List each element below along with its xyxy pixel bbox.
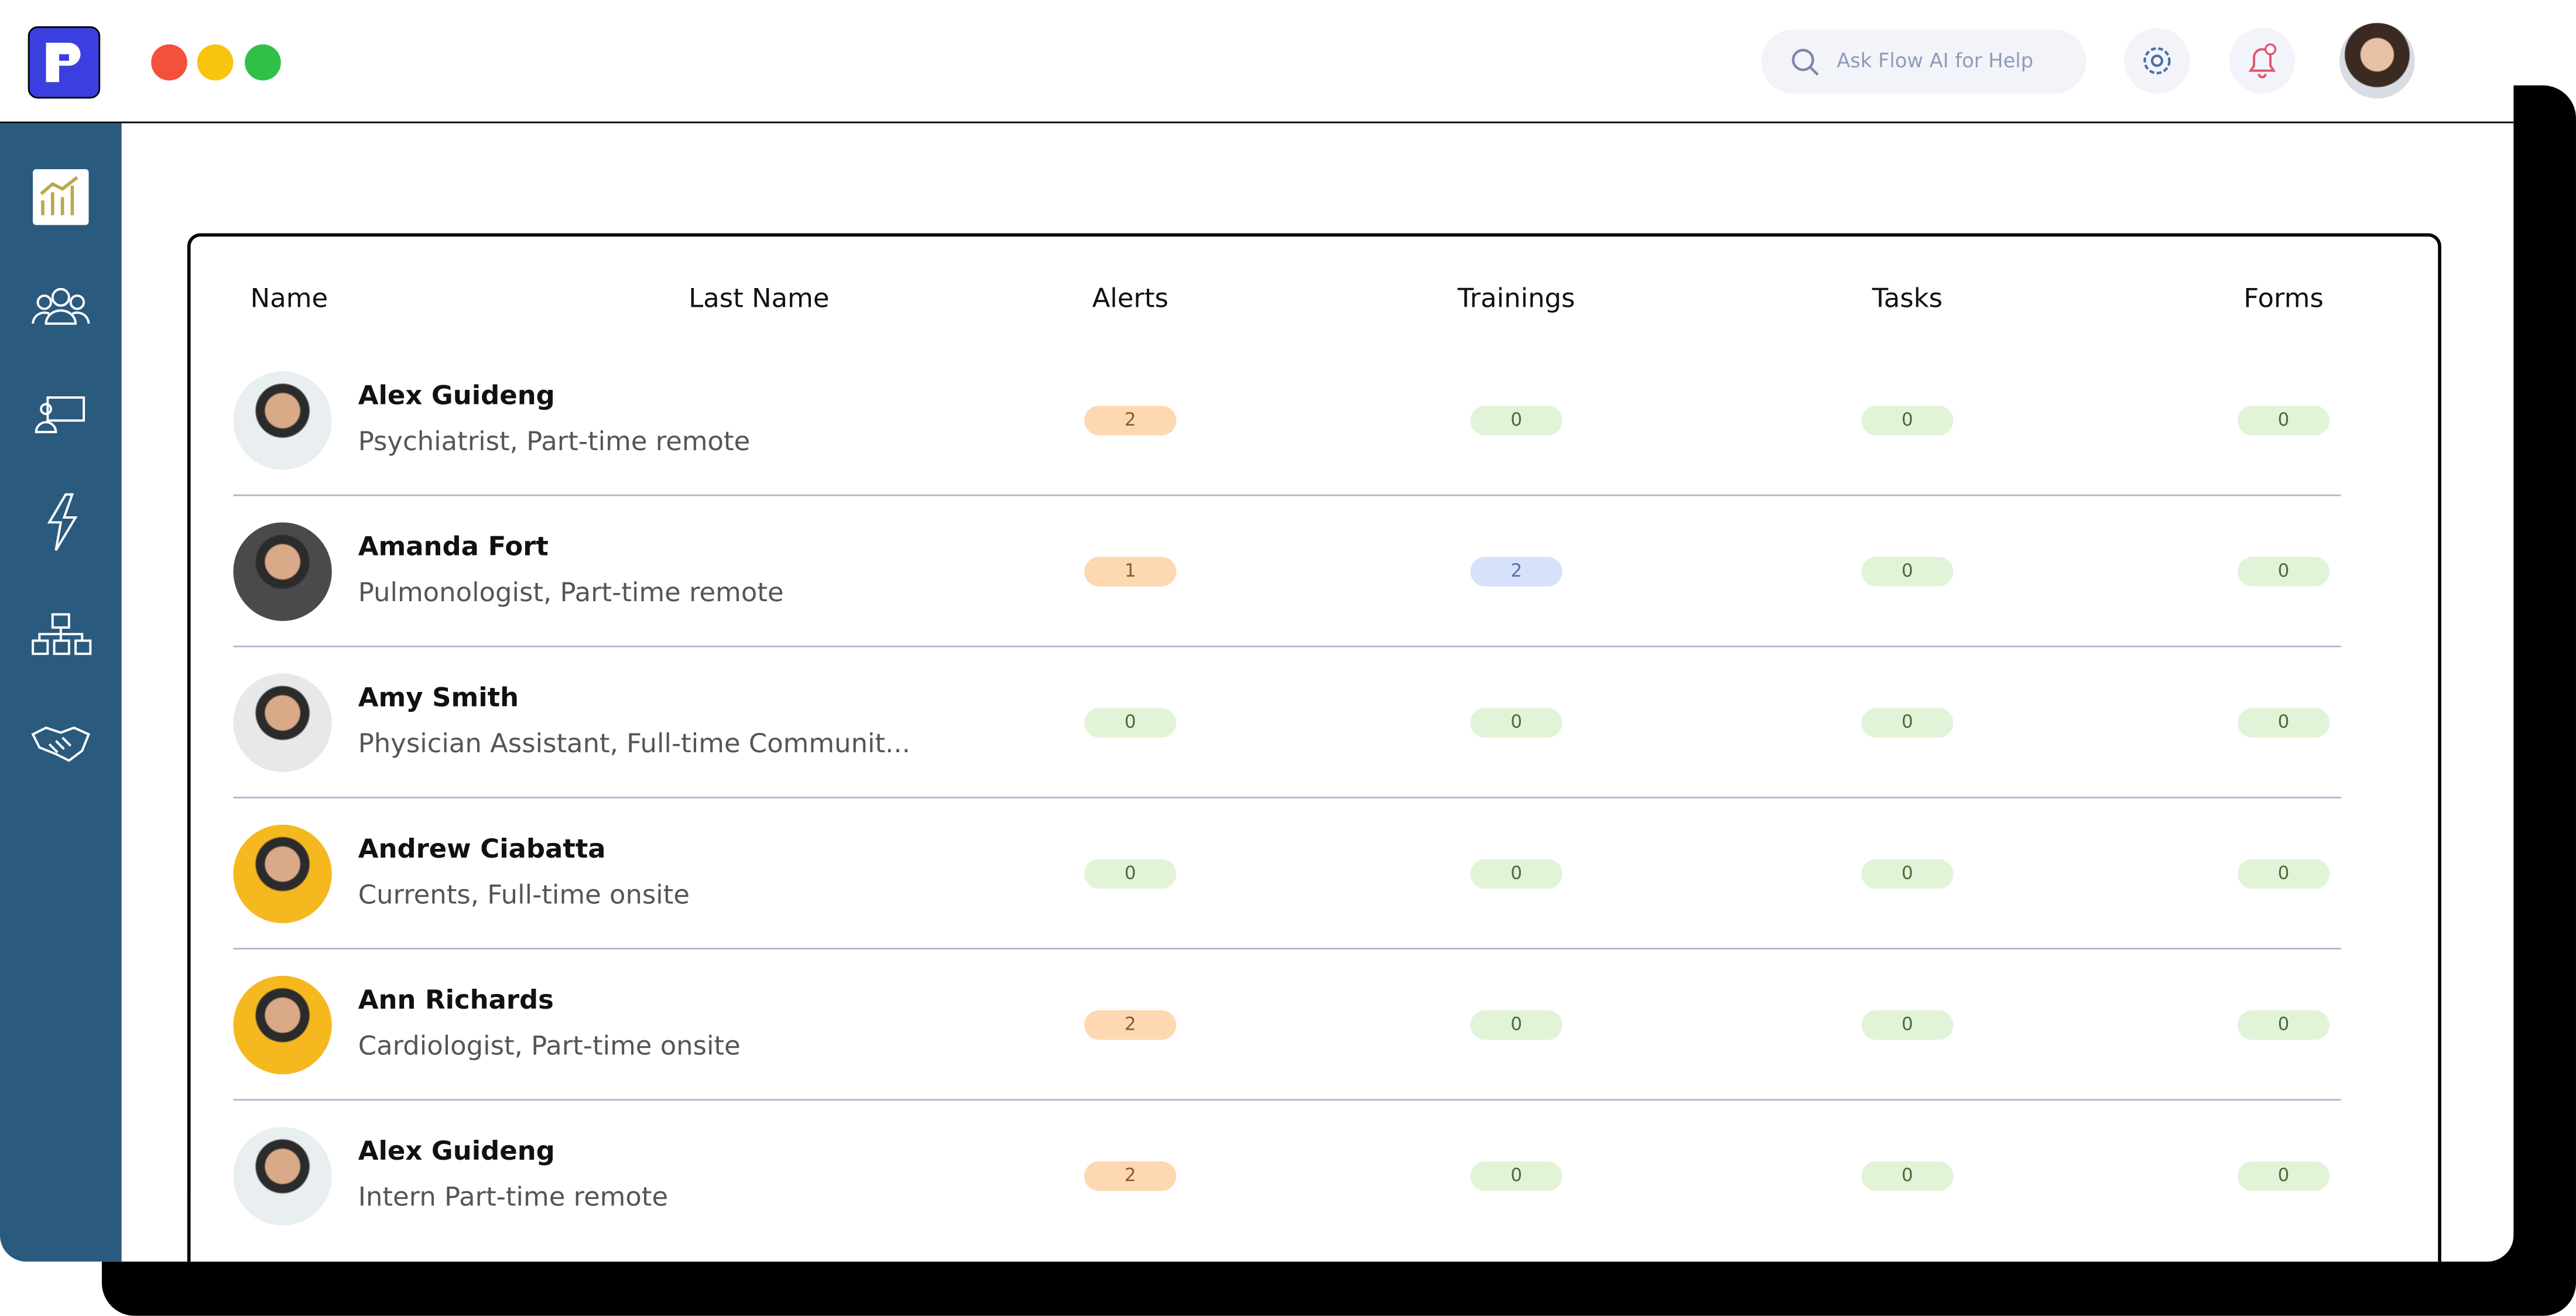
- forms-badge[interactable]: 0: [2237, 1161, 2330, 1191]
- row-divider: [233, 1099, 2341, 1101]
- trainings-badge[interactable]: 0: [1470, 406, 1563, 436]
- person-role: Intern Part-time remote: [358, 1181, 669, 1212]
- person-name[interactable]: Andrew Ciabatta: [358, 832, 606, 865]
- forms-badge[interactable]: 0: [2237, 859, 2330, 889]
- trainings-badge[interactable]: 0: [1470, 1161, 1563, 1191]
- forms-badge[interactable]: 0: [2237, 406, 2330, 436]
- person-role: Physician Assistant, Full-time Communit.…: [358, 728, 910, 759]
- nav-partners[interactable]: [31, 726, 91, 762]
- nav-org[interactable]: [32, 613, 92, 655]
- user-avatar[interactable]: [2339, 23, 2415, 99]
- column-header[interactable]: Name: [250, 282, 328, 314]
- search-placeholder: Ask Flow AI for Help: [1837, 49, 2034, 73]
- sidebar: [0, 123, 122, 1262]
- app-window: Ask Flow AI for Help: [0, 0, 2514, 1262]
- avatar: [233, 371, 332, 470]
- row-divider: [233, 948, 2341, 950]
- row-divider: [233, 796, 2341, 798]
- search-box[interactable]: Ask Flow AI for Help: [1761, 29, 2087, 94]
- gear-icon: [2143, 47, 2171, 74]
- avatar: [233, 1126, 332, 1226]
- top-bar: Ask Flow AI for Help: [0, 0, 2514, 124]
- column-header[interactable]: Trainings: [1457, 282, 1575, 314]
- tasks-badge[interactable]: 0: [1861, 708, 1954, 738]
- nav-training[interactable]: [35, 396, 85, 433]
- tasks-badge[interactable]: 0: [1861, 406, 1954, 436]
- avatar: [233, 673, 332, 772]
- person-role: Currents, Full-time onsite: [358, 879, 690, 910]
- person-role: Psychiatrist, Part-time remote: [358, 425, 751, 457]
- alerts-badge[interactable]: 0: [1084, 708, 1177, 738]
- window-maximize[interactable]: [245, 44, 281, 81]
- person-name[interactable]: Alex Guideng: [358, 379, 555, 411]
- alerts-badge[interactable]: 1: [1084, 557, 1177, 587]
- column-header[interactable]: Tasks: [1872, 282, 1943, 314]
- logo-icon: [46, 42, 81, 83]
- column-header[interactable]: Alerts: [1092, 282, 1169, 314]
- forms-badge[interactable]: 0: [2237, 708, 2330, 738]
- window-minimize[interactable]: [197, 44, 234, 81]
- trainings-badge[interactable]: 0: [1470, 859, 1563, 889]
- sidebar-icons: [31, 169, 92, 762]
- avatar: [233, 522, 332, 621]
- table: Name Last Name Alerts Trainings Tasks Forms Al…: [233, 282, 2341, 1226]
- alerts-badge[interactable]: 0: [1084, 859, 1177, 889]
- column-header[interactable]: Forms: [2243, 282, 2324, 314]
- alerts-badge[interactable]: 2: [1084, 1010, 1177, 1040]
- avatar: [233, 824, 332, 924]
- table-panel: [187, 233, 2441, 1262]
- row-divider: [233, 494, 2341, 496]
- person-name[interactable]: Ann Richards: [358, 983, 554, 1016]
- trainings-badge[interactable]: 2: [1470, 557, 1563, 587]
- person-name[interactable]: Alex Guideng: [358, 1135, 555, 1167]
- person-role: Pulmonologist, Part-time remote: [358, 576, 784, 608]
- settings-button[interactable]: [2124, 28, 2190, 94]
- tasks-badge[interactable]: 0: [1861, 1010, 1954, 1040]
- person-name[interactable]: Amanda Fort: [358, 530, 549, 562]
- bell-icon: [2248, 43, 2277, 78]
- person-role: Cardiologist, Part-time onsite: [358, 1030, 741, 1061]
- trainings-badge[interactable]: 0: [1470, 708, 1563, 738]
- forms-badge[interactable]: 0: [2237, 557, 2330, 587]
- nav-actions[interactable]: [47, 493, 78, 551]
- trainings-badge[interactable]: 0: [1470, 1010, 1563, 1040]
- person-name[interactable]: Amy Smith: [358, 681, 519, 713]
- forms-badge[interactable]: 0: [2237, 1010, 2330, 1040]
- tasks-badge[interactable]: 0: [1861, 859, 1954, 889]
- logo[interactable]: [28, 26, 101, 99]
- alerts-badge[interactable]: 2: [1084, 1161, 1177, 1191]
- row-divider: [233, 645, 2341, 647]
- search-icon: [1791, 49, 1819, 76]
- nav-people[interactable]: [32, 287, 90, 325]
- chart-icon: [40, 176, 78, 215]
- tasks-badge[interactable]: 0: [1861, 1161, 1954, 1191]
- tasks-badge[interactable]: 0: [1861, 557, 1954, 587]
- alerts-badge[interactable]: 2: [1084, 406, 1177, 436]
- column-header[interactable]: Last Name: [688, 282, 830, 314]
- notifications-button[interactable]: [2229, 28, 2296, 94]
- window-close[interactable]: [151, 44, 187, 81]
- avatar: [233, 975, 332, 1075]
